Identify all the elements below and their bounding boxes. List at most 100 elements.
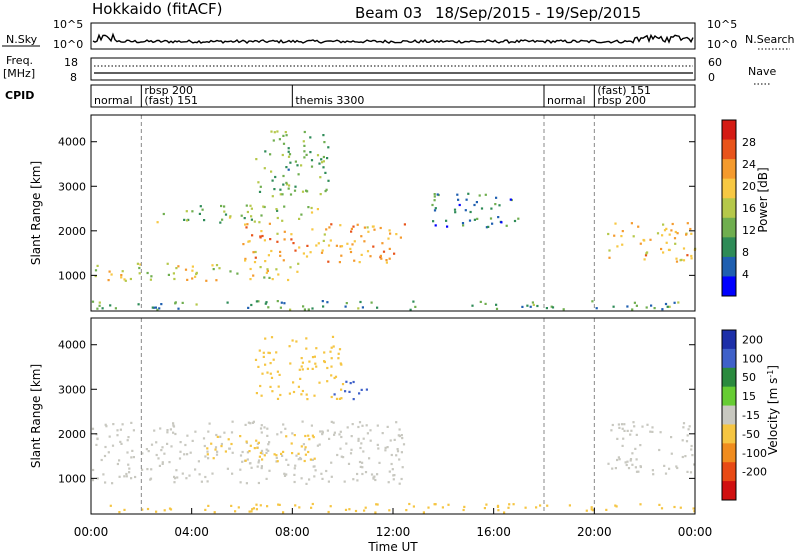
heatmap-cell xyxy=(287,278,290,282)
heatmap-cell xyxy=(324,171,327,174)
heatmap-cell xyxy=(92,468,95,472)
heatmap-cell xyxy=(322,160,325,163)
heatmap-cell xyxy=(155,453,158,457)
heatmap-cell xyxy=(260,230,263,233)
heatmap-cell xyxy=(181,472,184,475)
heatmap-cell xyxy=(150,443,154,446)
heatmap-cell xyxy=(282,511,285,514)
heatmap-cell xyxy=(483,507,486,510)
heatmap-cell xyxy=(305,337,308,340)
heatmap-cell xyxy=(285,183,289,186)
heatmap-cell xyxy=(276,240,279,243)
heatmap-cell xyxy=(526,304,529,307)
heatmap-cell xyxy=(321,477,324,480)
heatmap-cell xyxy=(674,230,677,234)
heatmap-cell xyxy=(275,351,278,354)
heatmap-cell xyxy=(521,305,524,308)
noise-tick-bottom: 10^0 xyxy=(53,38,83,51)
heatmap-cell xyxy=(690,444,693,448)
heatmap-cell xyxy=(590,508,593,511)
heatmap-cell xyxy=(287,150,290,153)
heatmap-cell xyxy=(337,352,340,355)
heatmap-cell xyxy=(303,156,306,159)
heatmap-cell xyxy=(299,458,303,461)
heatmap-cell xyxy=(622,437,625,440)
velocity-panel-frame xyxy=(90,317,696,515)
heatmap-cell xyxy=(108,435,111,438)
heatmap-cell xyxy=(293,189,297,192)
cpid-segment-label: themis 3300 xyxy=(295,94,364,107)
heatmap-cell xyxy=(284,427,287,430)
heatmap-cell xyxy=(402,443,406,446)
heatmap-cell xyxy=(632,235,635,238)
heatmap-cell xyxy=(298,368,301,371)
heatmap-cell xyxy=(630,222,633,225)
heatmap-cell xyxy=(395,233,398,236)
heatmap-cell xyxy=(279,254,282,257)
heatmap-cell xyxy=(191,439,194,442)
heatmap-cell xyxy=(676,232,679,235)
heatmap-cell xyxy=(330,461,333,464)
heatmap-cell xyxy=(360,235,363,238)
heatmap-cell xyxy=(250,466,253,469)
heatmap-cell xyxy=(160,303,163,306)
heatmap-cell xyxy=(91,300,95,303)
heatmap-cell xyxy=(358,421,362,424)
heatmap-cell xyxy=(285,473,288,476)
heatmap-cell xyxy=(667,248,671,251)
heatmap-cell xyxy=(294,185,297,188)
heatmap-cell xyxy=(239,454,243,457)
heatmap-cell xyxy=(617,423,620,426)
heatmap-cell xyxy=(292,390,296,394)
heatmap-cell xyxy=(608,256,611,259)
heatmap-cell xyxy=(489,217,493,220)
heatmap-cell xyxy=(365,424,368,427)
heatmap-cell xyxy=(318,381,321,384)
heatmap-cell xyxy=(98,301,101,304)
heatmap-cell xyxy=(281,153,284,157)
heatmap-cell xyxy=(635,470,639,473)
heatmap-cell xyxy=(248,462,252,465)
heatmap-cell xyxy=(130,456,133,459)
heatmap-cell xyxy=(275,208,278,211)
heatmap-cell xyxy=(127,463,130,466)
heatmap-cell xyxy=(381,242,384,245)
heatmap-cell xyxy=(211,264,214,267)
heatmap-cell xyxy=(173,477,177,480)
colorbar-swatch xyxy=(722,276,736,297)
heatmap-cell xyxy=(621,230,624,233)
heatmap-cell xyxy=(138,272,141,275)
heatmap-cell xyxy=(690,257,693,260)
heatmap-cell xyxy=(300,357,303,360)
heatmap-cell xyxy=(487,225,490,228)
heatmap-cell xyxy=(230,442,233,446)
heatmap-cell xyxy=(303,144,306,147)
heatmap-cell xyxy=(241,450,244,454)
heatmap-cell xyxy=(623,429,626,432)
heatmap-cell xyxy=(174,301,177,304)
heatmap-cell xyxy=(265,451,268,454)
heatmap-cell xyxy=(373,228,376,231)
heatmap-cell xyxy=(215,279,218,282)
nave-tick-bottom: 0 xyxy=(708,71,715,84)
heatmap-cell xyxy=(315,347,318,350)
heatmap-cell xyxy=(161,461,164,464)
heatmap-cell xyxy=(185,210,188,213)
heatmap-cell xyxy=(252,507,255,510)
heatmap-cell xyxy=(380,257,383,260)
heatmap-cell xyxy=(626,305,629,308)
heatmap-cell xyxy=(250,218,253,221)
heatmap-cell xyxy=(620,423,624,426)
heatmap-cell xyxy=(245,441,248,444)
heatmap-cell xyxy=(146,507,150,511)
colorbar-swatch xyxy=(722,481,736,501)
heatmap-cell xyxy=(658,503,661,506)
heatmap-cell xyxy=(102,473,105,476)
heatmap-cell xyxy=(341,383,345,386)
heatmap-cell xyxy=(282,174,285,178)
heatmap-cell xyxy=(204,508,207,511)
colorbar-tick-label: 28 xyxy=(742,136,756,149)
heatmap-cell xyxy=(310,424,313,427)
heatmap-cell xyxy=(328,437,331,440)
